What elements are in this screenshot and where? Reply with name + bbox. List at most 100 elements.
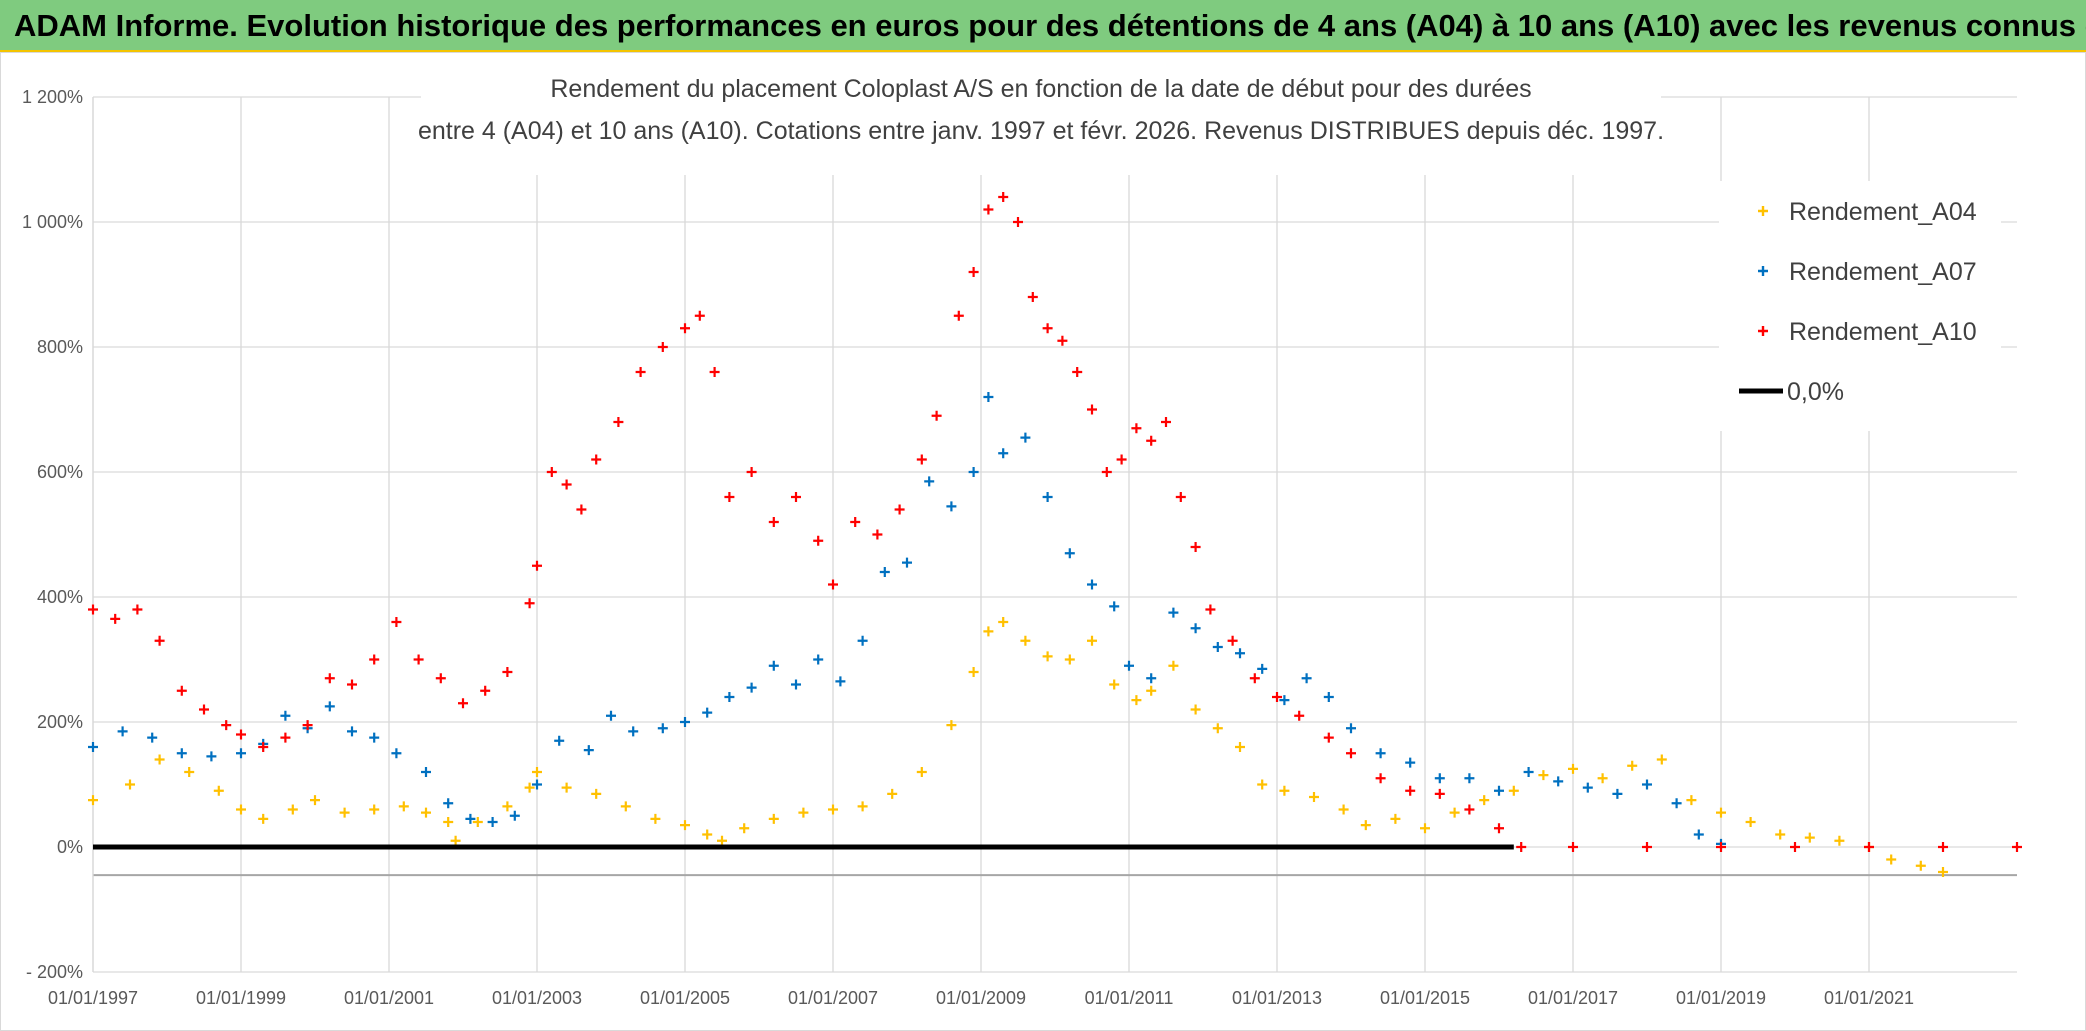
data-point [302, 720, 313, 731]
data-point [768, 660, 779, 671]
x-tick-label: 01/01/2003 [492, 988, 582, 1008]
data-point [443, 817, 454, 827]
data-point [1323, 732, 1334, 743]
data-point [1323, 692, 1334, 702]
x-tick-label: 01/01/2015 [1380, 988, 1470, 1008]
data-point [1109, 601, 1120, 612]
data-point [324, 701, 335, 712]
data-point [1464, 804, 1475, 815]
data-point [132, 604, 143, 615]
data-point [1072, 367, 1083, 377]
data-point [1168, 660, 1179, 671]
data-point [1279, 785, 1290, 796]
data-point [1057, 335, 1068, 346]
series-rendement-a04 [88, 617, 1948, 877]
data-point [1494, 785, 1504, 796]
data-point [310, 795, 320, 806]
data-point [946, 720, 957, 731]
data-point [1656, 754, 1667, 765]
data-point [1042, 492, 1053, 502]
data-point [117, 726, 128, 737]
data-point [502, 667, 513, 677]
series-rendement-a10 [88, 192, 2022, 852]
yield-scatter-chart: - 200% 0% 200% 400% 600% 800% 1 000% 1 200% 01/0… [22, 57, 2022, 1008]
data-point [443, 798, 454, 809]
chart-frame: - 200% 0% 200% 400% 600% 800% 1 000% 1 200% 01/0… [0, 52, 2086, 1031]
data-point [717, 835, 727, 846]
data-point [879, 567, 890, 577]
x-tick-label: 01/01/2001 [344, 988, 434, 1008]
data-point [1124, 660, 1134, 671]
data-point [1360, 820, 1371, 831]
data-point [924, 476, 935, 487]
data-point [480, 685, 491, 696]
data-point [435, 673, 446, 684]
data-point [1175, 492, 1186, 502]
legend-label: Rendement_A07 [1789, 258, 1977, 286]
data-point [968, 667, 979, 677]
data-point [931, 410, 942, 421]
data-point [154, 754, 165, 765]
grid [92, 96, 2017, 973]
y-tick-label: 800% [37, 337, 83, 357]
data-point [791, 492, 801, 502]
data-point [724, 492, 735, 502]
x-tick-label: 01/01/2007 [788, 988, 878, 1008]
legend-swatch [1758, 326, 1768, 336]
data-point [199, 704, 209, 715]
data-point [1886, 854, 1897, 865]
data-point [280, 710, 291, 721]
data-point [1553, 776, 1564, 787]
data-point [1205, 604, 1216, 615]
data-point [576, 504, 587, 515]
data-point [458, 698, 468, 709]
data-point [946, 501, 957, 512]
data-point [657, 342, 668, 352]
data-point [813, 654, 824, 665]
y-tick-label: 1 200% [22, 87, 83, 107]
data-point [339, 807, 350, 818]
data-point [2012, 842, 2022, 852]
data-point [561, 479, 572, 490]
data-point [628, 726, 639, 737]
data-point [1235, 648, 1245, 659]
data-point [1020, 432, 1031, 443]
data-point [532, 767, 542, 777]
series [88, 192, 2022, 877]
y-tick-label: 400% [37, 587, 83, 607]
data-point [1915, 860, 1926, 871]
data-point [502, 801, 513, 812]
data-point [746, 682, 757, 693]
data-point [1309, 792, 1319, 802]
x-tick-label: 01/01/2019 [1676, 988, 1766, 1008]
data-point [1087, 579, 1097, 590]
data-point [694, 310, 705, 321]
data-point [125, 779, 135, 790]
data-point [1249, 673, 1260, 684]
data-point [472, 817, 483, 827]
data-point [998, 448, 1009, 459]
data-point [176, 685, 187, 696]
legend-swatch [1758, 206, 1768, 216]
data-point [1087, 404, 1097, 415]
data-point [1212, 723, 1223, 734]
data-point [1938, 842, 1948, 852]
data-point [324, 673, 335, 684]
data-point [1434, 773, 1445, 784]
data-point [1938, 867, 1948, 877]
data-point [1516, 842, 1527, 852]
data-point [1027, 292, 1038, 302]
data-point [546, 467, 557, 477]
data-point [1804, 832, 1815, 843]
legend-swatch [1758, 266, 1768, 276]
data-point [998, 192, 1009, 202]
data-point [184, 767, 195, 777]
data-point [1146, 685, 1157, 696]
legend: Rendement_A04 Rendement_A07 Rendement_A10 0… [1719, 181, 2001, 431]
data-point [953, 310, 964, 321]
data-point [1116, 454, 1127, 465]
data-point [147, 732, 158, 743]
data-point [413, 654, 424, 665]
data-point [391, 748, 402, 759]
x-tick-label: 01/01/2005 [640, 988, 730, 1008]
